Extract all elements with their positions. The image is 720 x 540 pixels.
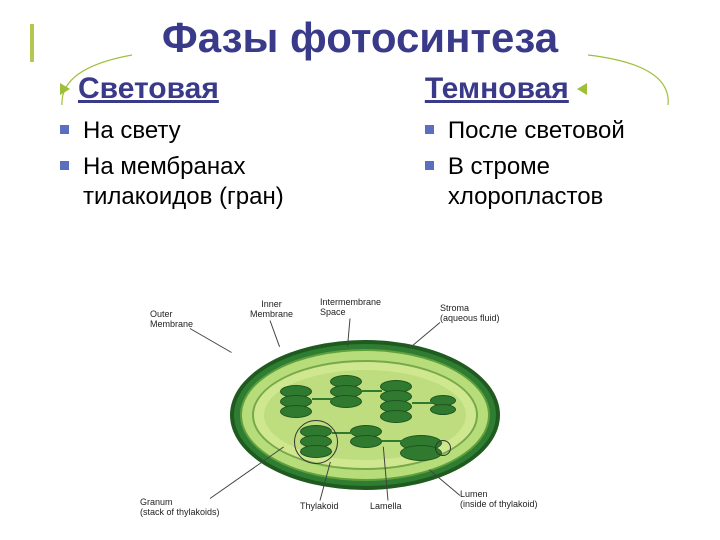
granum xyxy=(350,435,382,448)
right-subtitle: Темновая xyxy=(425,72,569,106)
label-lumen: Lumen(inside of thylakoid) xyxy=(460,490,538,510)
list-item: После световой xyxy=(425,116,680,146)
accent-bar xyxy=(30,24,34,62)
lumen-highlight-circle xyxy=(435,440,451,456)
left-column: Световая На свету На мембранах тилакоидо… xyxy=(60,72,345,218)
bullet-text: На мембранах тилакоидов (гран) xyxy=(83,152,345,212)
arrow-icon xyxy=(60,83,70,95)
label-stroma: Stroma(aqueous fluid) xyxy=(440,304,500,324)
bullet-icon xyxy=(425,125,434,134)
bullet-text: На свету xyxy=(83,116,181,146)
chloroplast-diagram: OuterMembrane InnerMembrane Intermembran… xyxy=(140,280,580,520)
label-inner: InnerMembrane xyxy=(250,300,293,320)
list-item: На свету xyxy=(60,116,345,146)
granum xyxy=(380,410,412,423)
right-bullets: После световой В строме хлоропластов xyxy=(425,116,680,212)
bullet-text: После световой xyxy=(448,116,625,146)
bullet-text: В строме хлоропластов xyxy=(448,152,680,212)
lamella xyxy=(312,398,332,400)
arrow-icon xyxy=(577,83,587,95)
lamella xyxy=(382,440,402,442)
leader-line xyxy=(190,328,232,353)
label-inter: IntermembraneSpace xyxy=(320,298,381,318)
lamella xyxy=(412,402,432,404)
left-subtitle: Световая xyxy=(78,72,219,106)
lamella xyxy=(362,390,382,392)
bullet-icon xyxy=(60,125,69,134)
list-item: В строме хлоропластов xyxy=(425,152,680,212)
label-outer: OuterMembrane xyxy=(150,310,193,330)
granum xyxy=(280,405,312,418)
bullet-icon xyxy=(425,161,434,170)
granum xyxy=(330,395,362,408)
list-item: На мембранах тилакоидов (гран) xyxy=(60,152,345,212)
label-granum: Granum(stack of thylakoids) xyxy=(140,498,220,518)
granum-highlight-circle xyxy=(294,420,338,464)
left-bullets: На свету На мембранах тилакоидов (гран) xyxy=(60,116,345,212)
bullet-icon xyxy=(60,161,69,170)
label-lamella: Lamella xyxy=(370,502,402,512)
granum xyxy=(430,404,456,415)
label-thylakoid: Thylakoid xyxy=(300,502,339,512)
page-title: Фазы фотосинтеза xyxy=(162,14,558,62)
right-column: Темновая После световой В строме хлоропл… xyxy=(395,72,680,218)
